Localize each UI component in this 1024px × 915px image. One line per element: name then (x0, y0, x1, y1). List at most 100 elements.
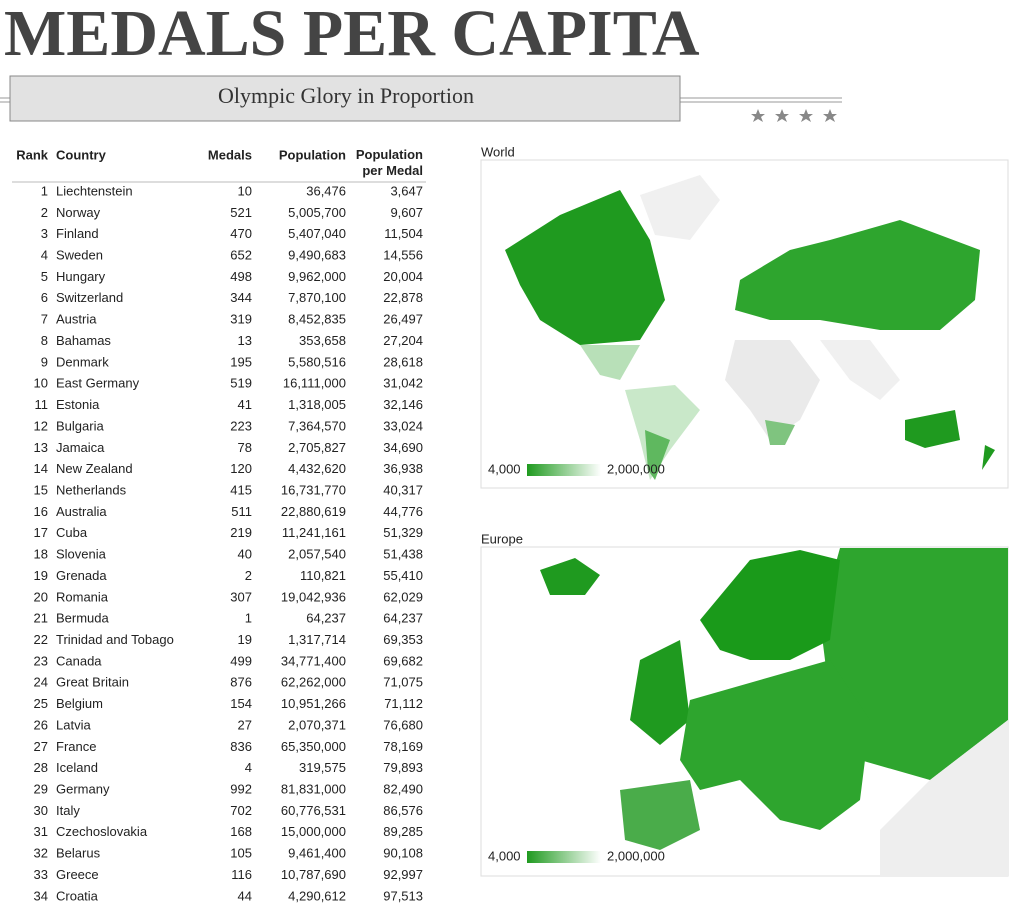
table-cell: Denmark (56, 354, 109, 369)
table-cell: 92,997 (383, 867, 423, 882)
table-cell: Australia (56, 504, 107, 519)
table-cell: 105 (230, 846, 252, 861)
table-cell: 18 (34, 547, 48, 562)
table-cell: 470 (230, 226, 252, 241)
world-map: World 4,000 2,000,000 (480, 144, 1009, 489)
table-cell: 23 (34, 653, 48, 668)
map-title: World (481, 144, 515, 159)
table-cell: 10,787,690 (281, 867, 346, 882)
table-cell: 652 (230, 248, 252, 263)
table-cell: 12 (34, 418, 48, 433)
table-cell: 81,831,000 (281, 782, 346, 797)
table-cell: 34 (34, 888, 48, 903)
table-cell: 353,658 (299, 333, 346, 348)
table-cell: 36,938 (383, 461, 423, 476)
table-cell: 22,878 (383, 290, 423, 305)
table-cell: 26,497 (383, 312, 423, 327)
table-cell: East Germany (56, 376, 140, 391)
table-cell: Finland (56, 226, 99, 241)
table-cell: 5,580,516 (288, 354, 346, 369)
table-cell: 13 (238, 333, 252, 348)
table-cell: 3,647 (390, 183, 423, 198)
legend-max: 2,000,000 (607, 848, 665, 863)
legend-gradient (527, 851, 601, 863)
table-cell: 34,771,400 (281, 653, 346, 668)
table-cell: 71,112 (384, 696, 423, 711)
table-cell: 62,029 (383, 589, 423, 604)
table-cell: 29 (34, 782, 48, 797)
table-cell: 116 (231, 867, 252, 882)
legend-max: 2,000,000 (607, 461, 665, 476)
table-cell: 5,005,700 (288, 205, 346, 220)
table-cell: 7,364,570 (288, 418, 346, 433)
table-cell: 836 (230, 739, 252, 754)
table-cell: 78 (238, 440, 252, 455)
europe-map: Europe 4,000 2,000,000 (480, 531, 1009, 877)
table-cell: Belarus (56, 846, 101, 861)
column-header: Medals (208, 147, 252, 162)
table-cell: 8,452,835 (288, 312, 346, 327)
table-cell: 11 (35, 397, 49, 412)
table-cell: 319 (230, 312, 252, 327)
table-cell: 14 (34, 461, 48, 476)
table-cell: 168 (230, 824, 252, 839)
table-cell: 31,042 (383, 376, 423, 391)
table-cell: 22,880,619 (281, 504, 346, 519)
table-cell: 4,432,620 (288, 461, 346, 476)
table-cell: 2,070,371 (288, 717, 346, 732)
table-cell: Norway (56, 205, 101, 220)
table-cell: 78,169 (383, 739, 423, 754)
table-cell: 13 (34, 440, 48, 455)
table-cell: Bulgaria (56, 418, 104, 433)
table-cell: 51,329 (383, 525, 423, 540)
table-cell: 41 (238, 397, 252, 412)
subtitle-banner: Olympic Glory in Proportion (0, 75, 842, 122)
table-cell: 33,024 (383, 418, 423, 433)
table-cell: Hungary (56, 269, 106, 284)
table-cell: Cuba (56, 525, 88, 540)
table-cell: 1 (245, 611, 252, 626)
table-cell: 28 (34, 760, 48, 775)
table-cell: 65,350,000 (281, 739, 346, 754)
table-cell: Grenada (56, 568, 107, 583)
table-cell: 10 (34, 376, 48, 391)
table-cell: 33 (34, 867, 48, 882)
table-cell: 4 (41, 248, 48, 263)
table-cell: Trinidad and Tobago (56, 632, 174, 647)
table-cell: 3 (41, 226, 48, 241)
table-cell: 9,962,000 (288, 269, 346, 284)
table-cell: 10 (238, 183, 252, 198)
table-cell: Canada (56, 653, 102, 668)
table-cell: 82,490 (383, 782, 423, 797)
table-cell: 319,575 (299, 760, 346, 775)
table-cell: 9,490,683 (288, 248, 346, 263)
table-cell: Croatia (56, 888, 99, 903)
table-cell: 51,438 (383, 547, 423, 562)
table-cell: Belgium (56, 696, 103, 711)
table-cell: 9 (41, 354, 48, 369)
table-cell: 86,576 (383, 803, 423, 818)
table-cell: 702 (230, 803, 252, 818)
header-line: per Medal (362, 163, 423, 178)
table-cell: 30 (34, 803, 48, 818)
table-cell: 20 (34, 589, 48, 604)
table-cell: 14,556 (383, 248, 423, 263)
table-cell: 110,821 (300, 568, 346, 583)
table-cell: Greece (56, 867, 99, 882)
table-cell: 16 (34, 504, 48, 519)
table-cell: Czechoslovakia (56, 824, 148, 839)
table-cell: Netherlands (56, 482, 127, 497)
table-cell: 36,476 (306, 183, 346, 198)
column-header: Rank (16, 147, 49, 162)
table-cell: 24 (34, 675, 48, 690)
table-cell: 1,317,714 (288, 632, 346, 647)
table-cell: 90,108 (383, 846, 423, 861)
table-cell: 2,705,827 (288, 440, 346, 455)
table-cell: 4 (245, 760, 252, 775)
table-cell: Austria (56, 312, 97, 327)
table-cell: 34,690 (383, 440, 423, 455)
table-cell: Sweden (56, 248, 103, 263)
table-cell: 27 (34, 739, 48, 754)
table-cell: 1 (41, 183, 48, 198)
table-cell: 519 (230, 376, 252, 391)
